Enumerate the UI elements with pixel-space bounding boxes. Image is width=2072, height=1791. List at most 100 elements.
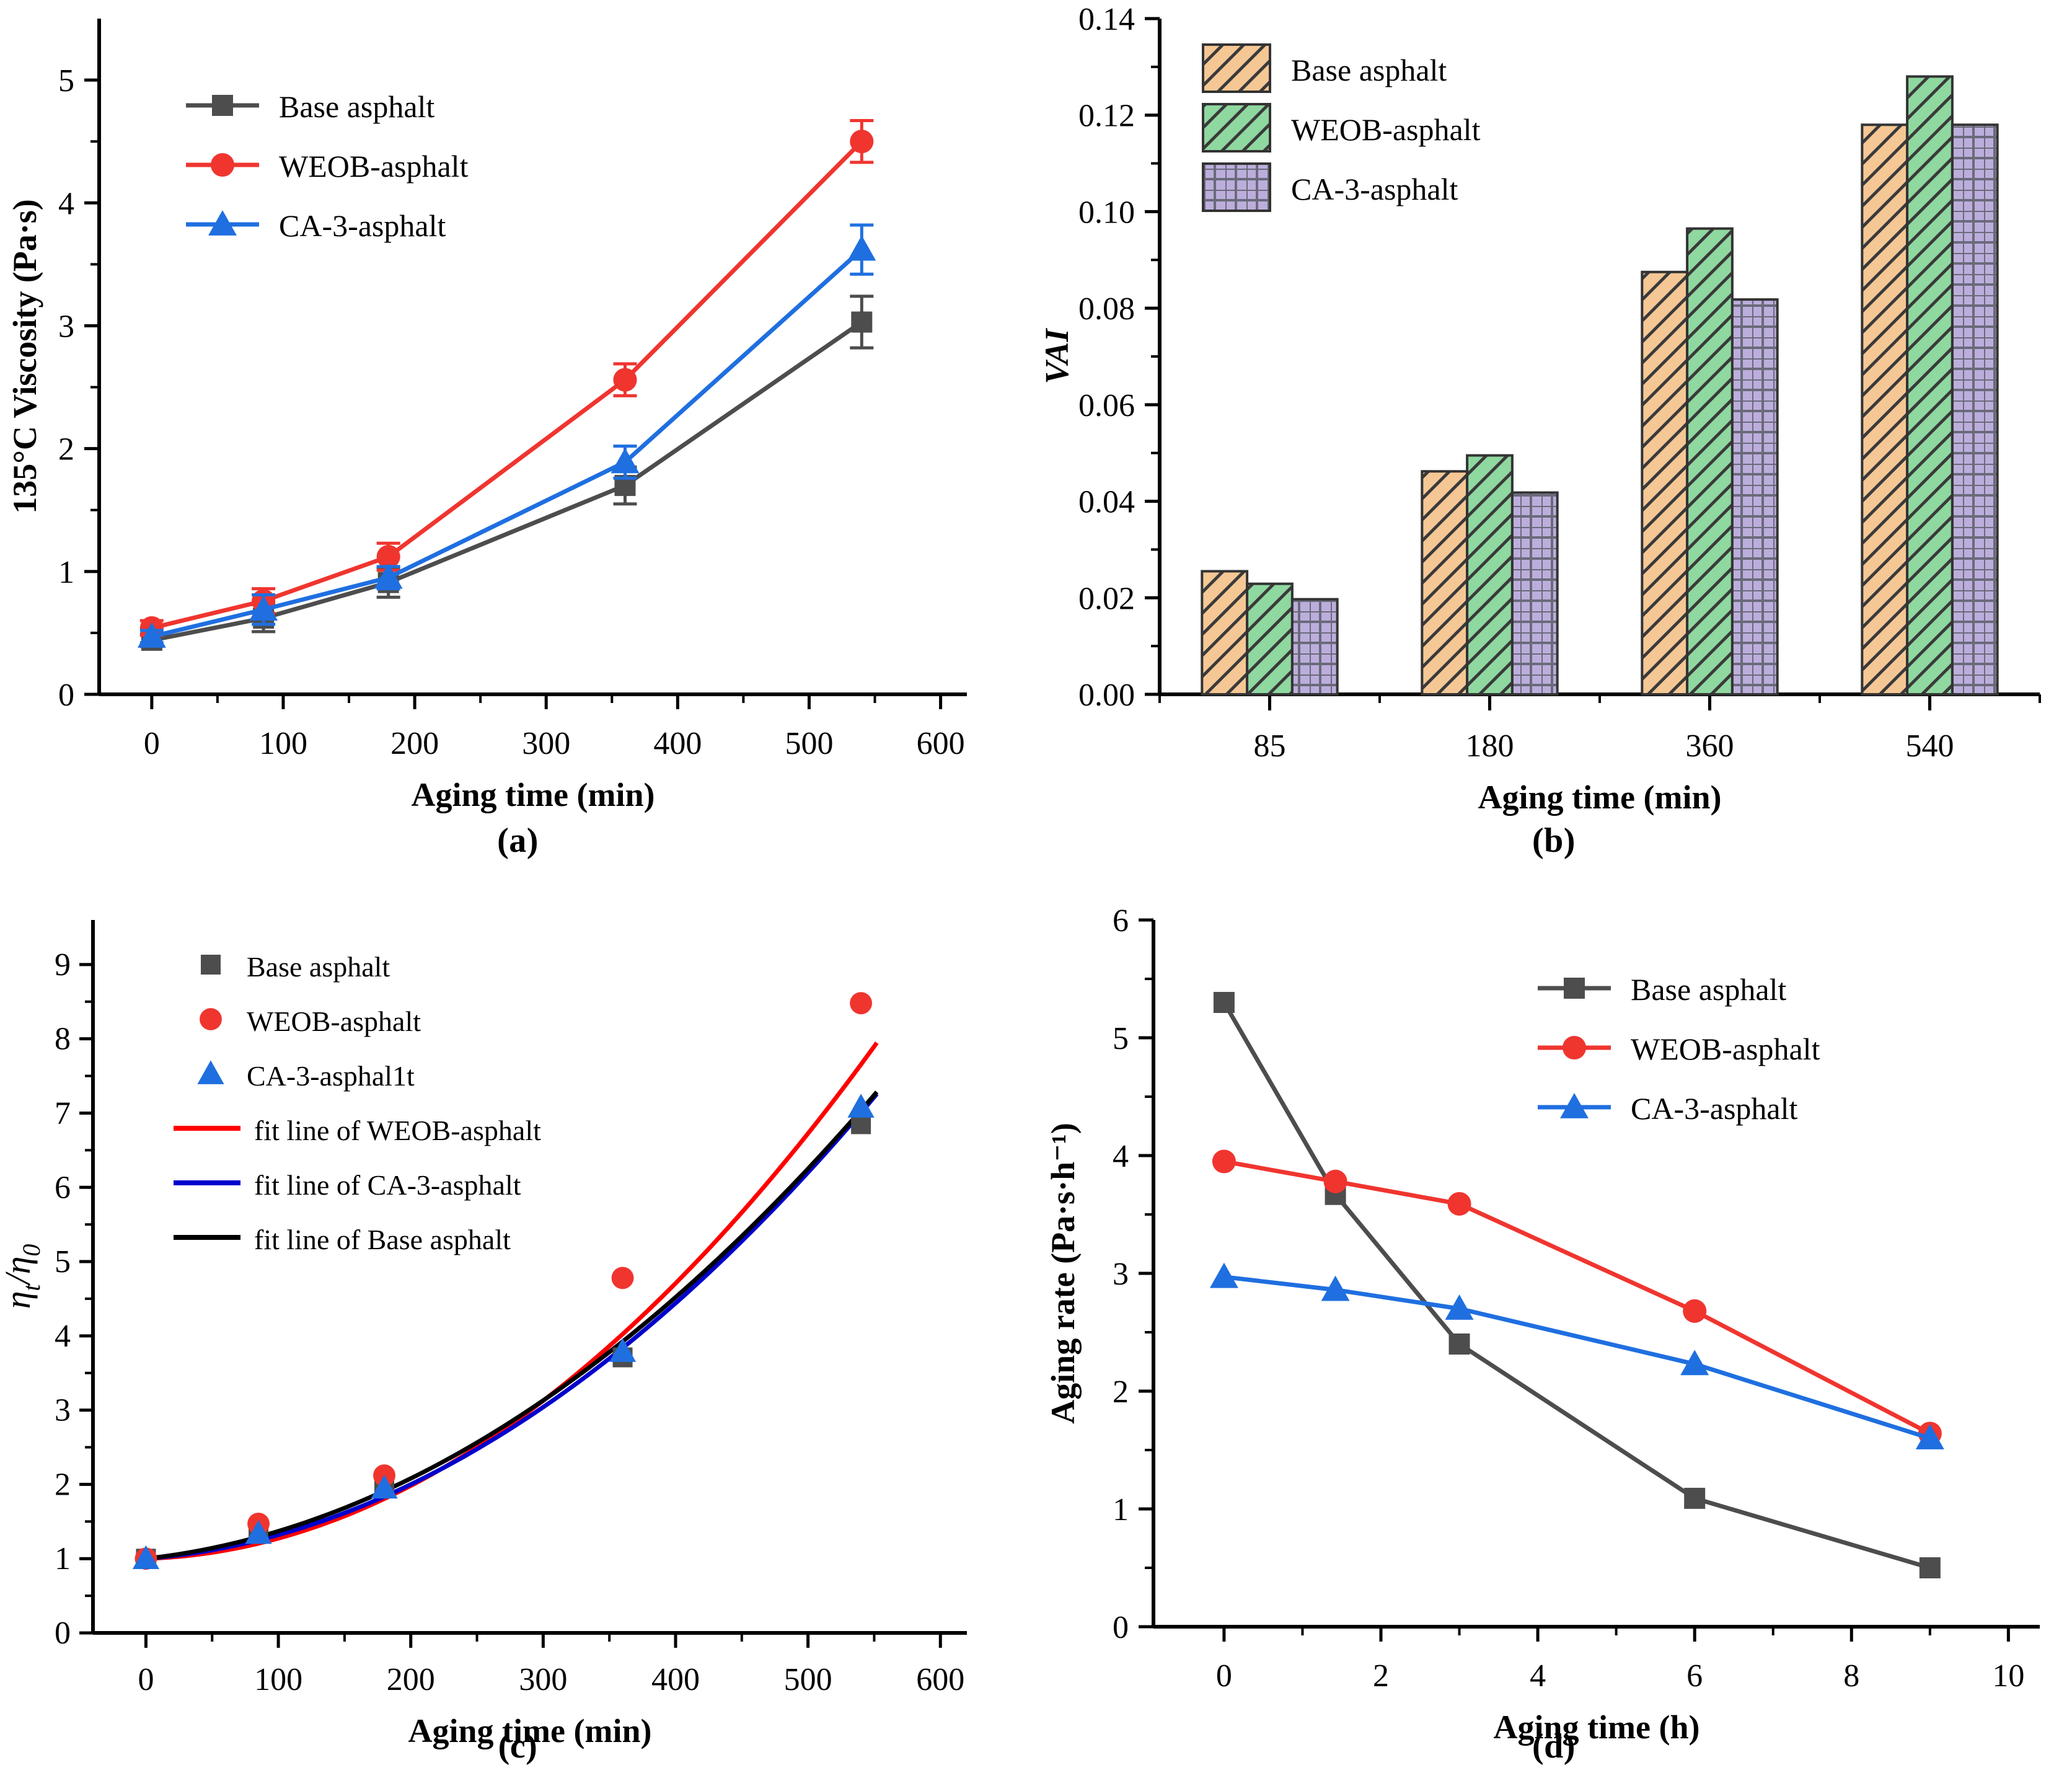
- marker-triangle: [1680, 1350, 1709, 1376]
- series-line: [151, 139, 863, 630]
- legend-item[interactable]: fit line of CA-3-asphalt: [174, 1169, 521, 1201]
- panel-c-viscosity-ratio-with-fits: 0 100 200 300 400 500 600 0 1 2 3 4 5 6 7 8 9 Aging time …: [0, 895, 1036, 1791]
- legend-item[interactable]: Base asphalt: [201, 951, 390, 983]
- legend-item[interactable]: Base asphalt: [1202, 43, 1447, 93]
- bar: [1906, 75, 1954, 696]
- y-axis-ticks: 0 1 2 3 4 5: [58, 63, 99, 713]
- legend-marker-square: [201, 955, 221, 975]
- legend-marker-circle: [1562, 1035, 1587, 1060]
- marker-circle: [850, 992, 873, 1015]
- panel-d-aging-rate-vs-time: 0 2 4 6 8 10 0 1 2 3 4 5 6 Aging time (h) Aging rate (…: [1036, 895, 2072, 1791]
- legend-label: Base asphalt: [1291, 53, 1447, 87]
- legend-item[interactable]: CA-3-asphalt: [1538, 1091, 1797, 1126]
- x-tick-label: 100: [254, 1662, 302, 1697]
- x-tick-label: 180: [1466, 728, 1514, 764]
- marker-triangle: [611, 448, 640, 474]
- legend: Base asphalt WEOB-asphalt CA-3-asphalt: [1202, 43, 1481, 212]
- y-tick-label: 7: [55, 1095, 71, 1131]
- x-tick-label: 600: [916, 1662, 964, 1697]
- y-tick-label: 1: [55, 1541, 71, 1577]
- x-axis-title: Aging time (min): [1478, 779, 1722, 816]
- x-tick-label: 540: [1906, 728, 1954, 764]
- series-weob-asphalt: [1212, 1149, 1942, 1446]
- y-tick-label: 0: [55, 1616, 71, 1651]
- legend: Base asphalt WEOB-asphalt CA-3-asphal1t fit…: [174, 951, 541, 1255]
- marker-triangle: [1915, 1424, 1944, 1449]
- x-tick-label: 500: [785, 726, 833, 761]
- x-tick-label: 300: [522, 726, 570, 761]
- legend-item[interactable]: CA-3-asphalt: [186, 208, 446, 243]
- panel-d-caption: (d): [1532, 1727, 1576, 1766]
- legend-item[interactable]: fit line of Base asphalt: [174, 1224, 511, 1255]
- x-tick-label: 8: [1843, 1658, 1859, 1694]
- series-weob-asphalt: [139, 118, 874, 640]
- legend: Base asphalt WEOB-asphalt CA-3-asphalt: [186, 89, 469, 243]
- x-tick-label: 300: [519, 1662, 567, 1697]
- marker-square: [1684, 1487, 1706, 1509]
- marker-circle: [611, 1267, 634, 1289]
- marker-square: [1213, 992, 1235, 1013]
- x-tick-label: 85: [1254, 728, 1286, 764]
- legend-item[interactable]: WEOB-asphalt: [200, 1006, 421, 1037]
- y-axis-title: 135°C Viscosity (Pa·s): [6, 199, 43, 514]
- bar: [1861, 123, 1909, 696]
- panel-b-plot: 0.00 0.02 0.04 0.06 0.08 0.10 0.12 0.14 85 180 360…: [1038, 2, 2041, 816]
- legend-item[interactable]: WEOB-asphalt: [1538, 1032, 1820, 1066]
- x-axis-ticks: 0 100 200 300 400 500 600: [138, 1633, 964, 1697]
- x-axis-title: Aging time (min): [412, 776, 655, 813]
- legend-item[interactable]: WEOB-asphalt: [186, 149, 469, 184]
- marker-triangle: [847, 1094, 875, 1118]
- axes: [1152, 920, 2040, 1629]
- x-tick-label: 100: [259, 726, 307, 761]
- legend-item[interactable]: Base asphalt: [1538, 972, 1786, 1007]
- y-tick-label: 0.10: [1078, 195, 1135, 230]
- legend-item[interactable]: CA-3-asphalt: [1202, 162, 1458, 212]
- y-tick-label: 2: [58, 432, 74, 467]
- marker-square: [1919, 1557, 1941, 1578]
- x-axis-ticks: 85 180 360 540: [1158, 694, 2041, 764]
- marker-triangle: [374, 563, 403, 589]
- series-base-asphalt: [1213, 992, 1941, 1578]
- y-tick-label: 0.04: [1078, 485, 1135, 520]
- legend-item[interactable]: WEOB-asphalt: [1202, 103, 1481, 153]
- marker-circle: [1683, 1299, 1707, 1323]
- y-tick-label: 3: [55, 1393, 71, 1428]
- panel-c-caption: (c): [498, 1727, 538, 1766]
- y-tick-label: 0: [1113, 1610, 1129, 1645]
- bar: [1730, 298, 1779, 696]
- fit-curve: [146, 1090, 879, 1561]
- series-ca-3-asphalt: [137, 223, 876, 648]
- legend-swatch: [1202, 162, 1271, 212]
- y-tick-label: 5: [1113, 1021, 1129, 1056]
- x-tick-label: 600: [917, 726, 965, 761]
- legend-item[interactable]: Base asphalt: [186, 89, 434, 124]
- legend-marker-square: [212, 95, 233, 116]
- y-tick-label: 4: [58, 186, 74, 221]
- series-line: [1222, 1001, 1931, 1570]
- bar: [1951, 123, 1999, 696]
- y-tick-label: 8: [55, 1022, 71, 1057]
- legend-label: CA-3-asphal1t: [247, 1060, 415, 1092]
- y-tick-label: 0: [58, 678, 74, 713]
- y-tick-label: 3: [58, 309, 74, 344]
- svg-text:ηt/η0: ηt/η0: [0, 1244, 45, 1309]
- series-line: [1223, 1275, 1931, 1441]
- legend-label: WEOB-asphalt: [247, 1006, 421, 1037]
- marker-triangle: [1445, 1294, 1474, 1320]
- bar: [1466, 454, 1514, 696]
- marker-triangle: [137, 622, 166, 648]
- legend-item[interactable]: fit line of WEOB-asphalt: [174, 1115, 541, 1146]
- legend-swatch: [1202, 43, 1271, 93]
- legend-item[interactable]: CA-3-asphal1t: [197, 1060, 415, 1092]
- x-tick-label: 400: [653, 726, 702, 761]
- y-tick-label: 0.14: [1078, 2, 1135, 37]
- marker-circle: [376, 544, 400, 569]
- axes: [91, 920, 967, 1635]
- fit-curve: [146, 1092, 879, 1561]
- legend: Base asphalt WEOB-asphalt CA-3-asphalt: [1538, 972, 1820, 1126]
- marker-triangle: [1321, 1275, 1350, 1301]
- legend-label: Base asphalt: [1631, 972, 1786, 1007]
- legend-label: CA-3-asphalt: [279, 208, 446, 243]
- x-tick-label: 6: [1686, 1658, 1703, 1694]
- y-tick-label: 4: [1113, 1139, 1129, 1174]
